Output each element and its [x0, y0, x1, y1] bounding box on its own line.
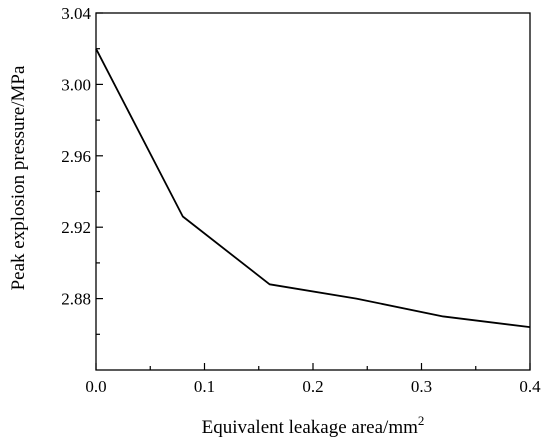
series-layer — [95, 48, 531, 329]
y-axis-ticks: 2.88 2.92 2.96 3.00 3.04 — [61, 4, 103, 335]
x-tick-label: 0.0 — [85, 377, 106, 396]
x-tick-label: 0.2 — [302, 377, 323, 396]
x-axis-title: Equivalent leakage area/mm2 — [202, 413, 425, 438]
y-tick-label: 2.88 — [61, 290, 91, 309]
plot-frame — [95, 12, 531, 371]
y-tick-label: 2.92 — [61, 218, 91, 237]
y-axis-title: Peak explosion pressure/MPa — [8, 65, 29, 290]
data-line — [95, 48, 531, 329]
x-tick-label: 0.4 — [519, 377, 541, 396]
y-tick-label: 3.00 — [61, 75, 91, 94]
x-tick-label: 0.3 — [411, 377, 432, 396]
x-axis-title-superscript: 2 — [418, 413, 425, 428]
y-tick-label: 2.96 — [61, 147, 91, 166]
x-axis-ticks: 0.0 0.1 0.2 0.3 0.4 — [85, 363, 541, 396]
x-tick-label: 0.1 — [194, 377, 215, 396]
y-tick-label: 3.04 — [61, 4, 91, 23]
